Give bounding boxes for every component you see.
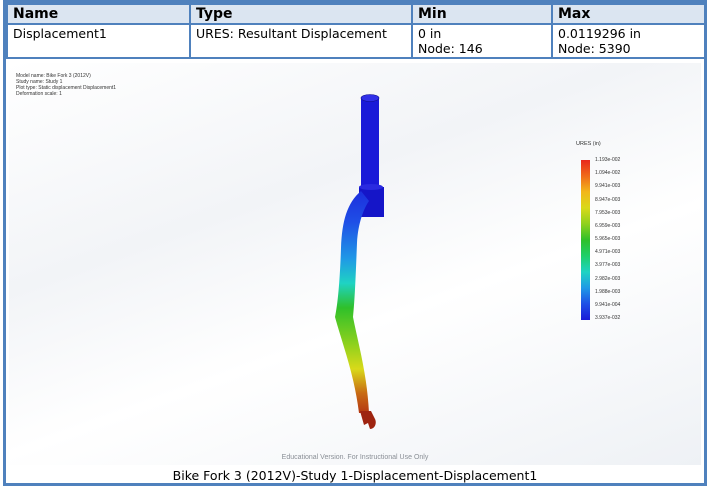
- fork-dropout: [360, 411, 376, 429]
- legend-tick: 7.953e-003: [595, 209, 621, 216]
- cell-max: 0.0119296 in Node: 5390: [551, 23, 706, 59]
- displacement-plot: Model name: Bike Fork 3 (2012V) Study na…: [9, 63, 701, 465]
- header-type: Type: [189, 3, 413, 25]
- min-node: Node: 146: [418, 41, 483, 56]
- table-row: Displacement1 URES: Resultant Displaceme…: [6, 23, 706, 59]
- steerer-tube: [361, 97, 379, 187]
- plot-type: Plot type: Static displacement Displacem…: [16, 85, 117, 91]
- plot-info: Model name: Bike Fork 3 (2012V) Study na…: [16, 73, 116, 97]
- model-name: Model name: Bike Fork 3 (2012V): [16, 73, 91, 79]
- crown-top: [359, 184, 383, 190]
- steerer-top: [360, 94, 380, 102]
- legend-title: URES (in): [576, 141, 601, 147]
- legend-tick: 9.941e-004: [595, 301, 621, 308]
- legend-tick: 1.193e-002: [595, 157, 621, 163]
- legend-tick: 9.941e-003: [595, 183, 621, 190]
- fork-model: [335, 94, 384, 429]
- header-min: Min: [411, 3, 553, 25]
- figure-caption: Bike Fork 3 (2012V)-Study 1-Displacement…: [172, 468, 538, 483]
- legend-tick: 3.937e-032: [595, 315, 621, 321]
- watermark: Educational Version. For Instructional U…: [281, 454, 429, 461]
- legend-tick: 3.977e-003: [595, 262, 621, 269]
- deformation-scale: Deformation scale: 1: [16, 91, 62, 97]
- fork-leg: [335, 191, 369, 413]
- cell-name: Displacement1: [6, 23, 191, 59]
- header-name: Name: [6, 3, 191, 25]
- report-frame: Name Type Min Max Displacement1 URES: Re…: [3, 0, 707, 486]
- cell-min: 0 in Node: 146: [411, 23, 553, 59]
- cell-type: URES: Resultant Displacement: [189, 23, 413, 59]
- legend-tick: 4.971e-003: [595, 249, 621, 256]
- max-value: 0.0119296 in: [558, 26, 641, 41]
- min-value: 0 in: [418, 26, 442, 41]
- legend-tick: 2.982e-003: [595, 275, 621, 282]
- max-node: Node: 5390: [558, 41, 631, 56]
- results-table: Name Type Min Max Displacement1 URES: Re…: [6, 3, 706, 59]
- legend-tick: 6.959e-003: [595, 222, 621, 229]
- table-header-row: Name Type Min Max: [6, 3, 706, 25]
- study-name: Study name: Study 1: [16, 79, 63, 85]
- legend-colorbar: [581, 160, 590, 320]
- legend-tick: 5.965e-003: [595, 236, 621, 242]
- legend-tick: 1.988e-003: [595, 288, 621, 295]
- legend-tick: 8.947e-003: [595, 196, 621, 203]
- header-max: Max: [551, 3, 706, 25]
- legend-tick: 1.094e-002: [595, 170, 621, 177]
